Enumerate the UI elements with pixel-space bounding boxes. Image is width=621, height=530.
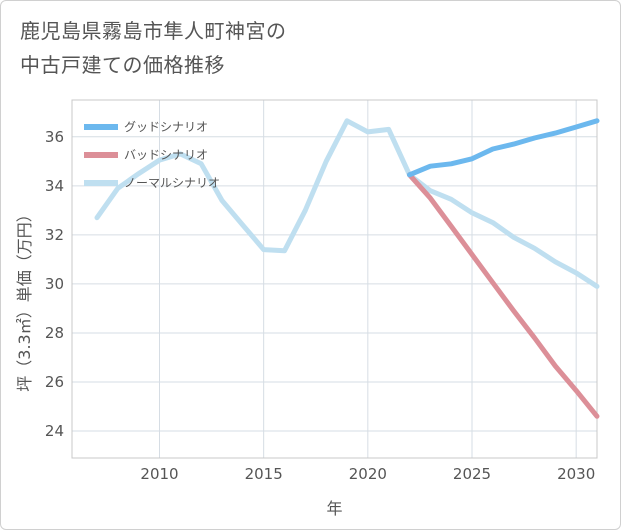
- x-tick-label: 2010: [140, 465, 178, 483]
- x-tick-label: 2025: [453, 465, 491, 483]
- series-lines: [94, 118, 600, 419]
- legend-label: ノーマルシナリオ: [124, 176, 220, 190]
- y-tick-label: 34: [45, 177, 64, 195]
- y-tick-label: 28: [45, 324, 64, 342]
- plot-area: [71, 99, 598, 459]
- y-tick-label: 30: [45, 275, 64, 293]
- series-line-3: [94, 118, 600, 289]
- y-tick-label: 32: [45, 226, 64, 244]
- chart-title: 鹿児島県霧島市隼人町神宮の 中古戸建ての価格推移: [20, 14, 287, 82]
- legend-label: グッドシナリオ: [124, 120, 208, 134]
- chart-title-line-2: 中古戸建ての価格推移: [20, 53, 225, 77]
- y-tick-label: 24: [45, 422, 64, 440]
- y-axis-title: 坪（3.3㎡）単価（万円）: [15, 206, 34, 391]
- x-tick-labels: 2010 2015 2020 2025 2030: [140, 465, 595, 483]
- x-tick-label: 2015: [245, 465, 283, 483]
- y-tick-label: 26: [45, 373, 64, 391]
- y-tick-labels: 24 26 28 30 32 34 36: [45, 128, 64, 440]
- x-tick-label: 2020: [349, 465, 387, 483]
- series-line-2: [407, 172, 600, 419]
- legend-label: バッドシナリオ: [124, 148, 208, 162]
- series-line-1: [407, 118, 600, 178]
- x-tick-label: 2030: [557, 465, 595, 483]
- chart-title-line-1: 鹿児島県霧島市隼人町神宮の: [20, 19, 287, 43]
- y-tick-label: 36: [45, 128, 64, 146]
- x-axis-title: 年: [326, 499, 342, 518]
